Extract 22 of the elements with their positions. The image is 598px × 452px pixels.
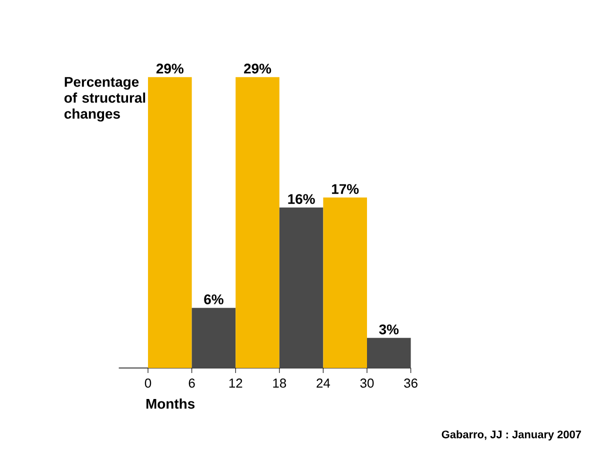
x-tick-label: 30 [360, 378, 374, 388]
x-axis-title: Months [146, 398, 195, 409]
data-label: 3% [379, 324, 399, 334]
data-label: 17% [332, 184, 359, 194]
bar [323, 197, 367, 368]
bar [192, 308, 236, 368]
bar [236, 77, 280, 368]
text: Gabarro, JJ : January 2007 [442, 430, 581, 440]
bar [367, 338, 411, 368]
y-axis-title: Percentage of structural changes [64, 77, 146, 122]
x-tick-label: 6 [188, 378, 195, 388]
bar [148, 77, 192, 368]
x-tick-label: 24 [316, 378, 330, 388]
x-tick-label: 12 [229, 378, 242, 388]
x-tick-label: 0 [144, 378, 152, 388]
bar [279, 207, 324, 368]
x-tick-label: 18 [273, 378, 286, 388]
x-tick-label: 36 [404, 378, 418, 388]
data-label: 29% [244, 64, 272, 74]
data-label: 6% [204, 294, 224, 304]
data-label: 16% [288, 194, 315, 204]
data-label: 29% [156, 64, 184, 74]
